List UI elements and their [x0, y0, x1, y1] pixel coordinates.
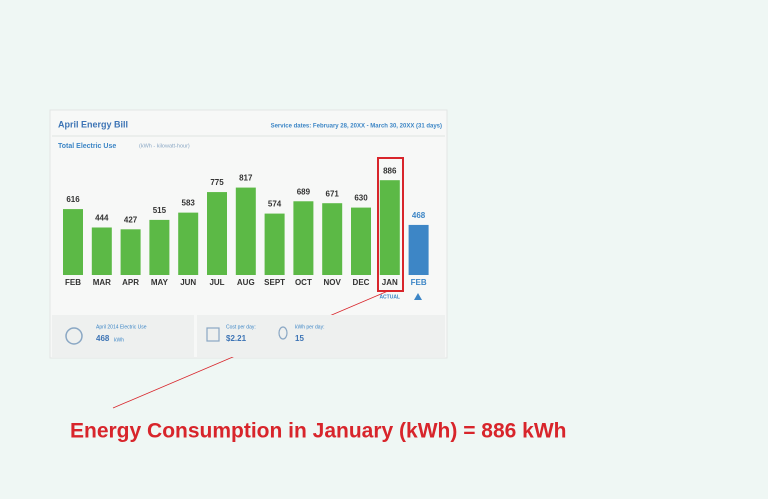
- data-label: 630: [354, 194, 368, 203]
- kwh-label: kWh per day:: [295, 324, 324, 330]
- x-tick-label: MAR: [93, 278, 111, 287]
- summary-box: [52, 315, 194, 357]
- calendar-icon: [206, 327, 220, 342]
- x-tick-label: FEB: [411, 278, 427, 287]
- bar: [120, 229, 141, 275]
- chart-subtitle: Service dates: February 28, 20XX - March…: [271, 124, 442, 130]
- bar: [63, 209, 83, 275]
- x-tick-label: NOV: [324, 278, 342, 287]
- usage-value: 468: [96, 334, 110, 343]
- bar: [178, 212, 199, 275]
- kwh-value: 15: [295, 334, 304, 343]
- bar: [235, 187, 256, 275]
- x-tick-label: APR: [122, 278, 139, 287]
- x-tick-label: DEC: [353, 278, 370, 287]
- data-label: 671: [326, 189, 340, 198]
- data-label: 444: [95, 214, 109, 223]
- actual-label: ACTUAL: [379, 294, 400, 300]
- bar: [351, 207, 371, 275]
- x-tick-label: OCT: [295, 278, 312, 287]
- x-tick-label: JAN: [382, 278, 398, 287]
- bar: [379, 180, 400, 275]
- data-label: 468: [412, 211, 426, 220]
- x-tick-label: MAY: [151, 278, 169, 287]
- data-label: 515: [153, 206, 167, 215]
- data-label: 427: [124, 215, 138, 224]
- bar: [293, 201, 314, 275]
- cost-value: $2.21: [226, 334, 247, 343]
- x-tick-label: SEPT: [264, 278, 285, 287]
- x-tick-label: JUL: [209, 278, 224, 287]
- bar: [408, 224, 429, 275]
- bar: [322, 203, 343, 275]
- usage-unit: kWh: [114, 337, 124, 343]
- data-label: 689: [297, 187, 311, 196]
- highlight-box: [377, 157, 404, 292]
- summary-box: [197, 315, 445, 357]
- usage-label: April 2014 Electric Use: [96, 324, 147, 330]
- actual-marker: [414, 293, 422, 300]
- bar: [91, 227, 112, 275]
- bar: [207, 192, 227, 275]
- data-label: 817: [239, 174, 253, 183]
- cost-label: Cost per day:: [226, 324, 256, 330]
- data-label: 574: [268, 200, 282, 209]
- data-label: 583: [182, 199, 196, 208]
- bulb-icon: [278, 326, 288, 340]
- bar: [264, 213, 285, 275]
- data-label: 616: [66, 195, 80, 204]
- bar: [149, 219, 170, 275]
- x-tick-label: FEB: [65, 278, 81, 287]
- x-tick-label: AUG: [237, 278, 255, 287]
- usage-icon: [65, 327, 83, 345]
- x-tick-label: JUN: [180, 278, 196, 287]
- annotation: Energy Consumption in January (kWh) = 88…: [70, 420, 567, 443]
- data-label: 886: [383, 166, 397, 175]
- chart-title: April Energy Bill: [58, 119, 128, 129]
- y-unit: (kWh - kilowatt-hour): [139, 143, 190, 149]
- data-label: 775: [210, 178, 224, 187]
- y-label: Total Electric Use: [58, 143, 116, 150]
